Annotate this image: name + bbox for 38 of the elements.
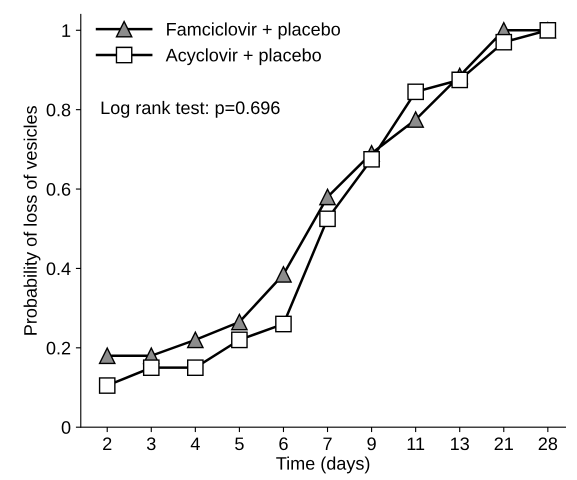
y-axis-title: Probability of loss of vesicles [24,106,40,335]
x-tick-label: 7 [323,438,332,450]
x-axis-title: Time (days) [276,456,370,474]
legend-label: Famciclovir + placebo [167,22,340,40]
x-tick-label: 6 [279,437,288,450]
y-tick-label: 0.4 [46,262,71,276]
x-tick-label: 21 [494,437,513,450]
point [187,332,204,348]
x-tick-label: 3 [146,437,156,450]
point [231,314,248,330]
point [407,83,424,100]
x-tick-label: 5 [235,438,244,450]
point [142,359,160,376]
x-tick-label: 13 [451,437,469,450]
x-tick-label: 2 [103,437,112,450]
point [319,210,336,228]
y-tick-label: 0 [62,421,70,434]
point [407,111,424,128]
annotation: Log rank test: p=0.696 [102,100,280,118]
point [187,359,204,376]
y-tick-label: 1 [62,24,70,37]
legend-label: Acyclovir + placebo [166,48,321,66]
x-tick-label: 11 [408,438,424,450]
x-tick-label: 28 [538,437,558,450]
point [319,188,336,206]
y-tick-label: 0.8 [46,104,70,116]
point [98,347,116,364]
point [275,316,292,332]
point [275,266,292,283]
point [451,72,468,88]
point [98,377,116,394]
point [495,34,512,51]
y-tick-label: 0.6 [46,182,70,196]
x-tick-label: 9 [367,437,376,450]
y-tick-label: 0.2 [46,342,70,355]
point [231,332,248,348]
point [363,150,380,168]
x-tick-label: 4 [190,438,200,450]
